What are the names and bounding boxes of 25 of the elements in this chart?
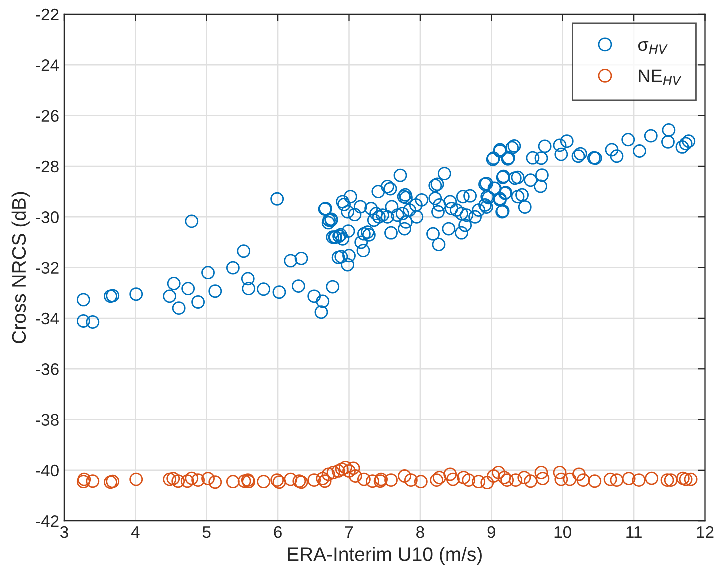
x-tick-label: 6 <box>274 526 282 538</box>
y-tick-label: -36 <box>36 364 59 376</box>
y-tick-label: -34 <box>36 312 60 325</box>
x-tick-label: 5 <box>202 526 211 538</box>
x-axis-title: ERA-Interim U10 (m/s) <box>288 547 482 566</box>
y-tick-label: -26 <box>36 110 59 122</box>
y-tick-label: -28 <box>36 160 59 173</box>
y-tick-label: -30 <box>36 212 59 224</box>
y-tick-label: -42 <box>36 516 59 528</box>
y-tick-label: -32 <box>36 262 59 274</box>
x-tick-label: 10 <box>554 526 572 538</box>
y-tick-label: -40 <box>36 464 59 477</box>
x-tick-label: 11 <box>626 526 642 538</box>
legend-label: σ$_{HV}$ <box>638 41 668 54</box>
x-tick-label: 12 <box>697 526 714 538</box>
x-tick-label: 3 <box>60 526 68 538</box>
x-tick-label: 7 <box>345 526 354 538</box>
x-tick-label: 4 <box>131 526 140 538</box>
x-tick-label: 9 <box>488 526 496 538</box>
y-tick-label: -22 <box>36 8 59 21</box>
y-axis-title: Cross NRCS (dB) <box>12 192 30 344</box>
y-tick-label: -24 <box>36 60 60 72</box>
x-tick-label: 8 <box>416 526 424 538</box>
legend-label: NE$_{HV}$ <box>639 70 682 86</box>
y-tick-label: -38 <box>36 414 59 426</box>
